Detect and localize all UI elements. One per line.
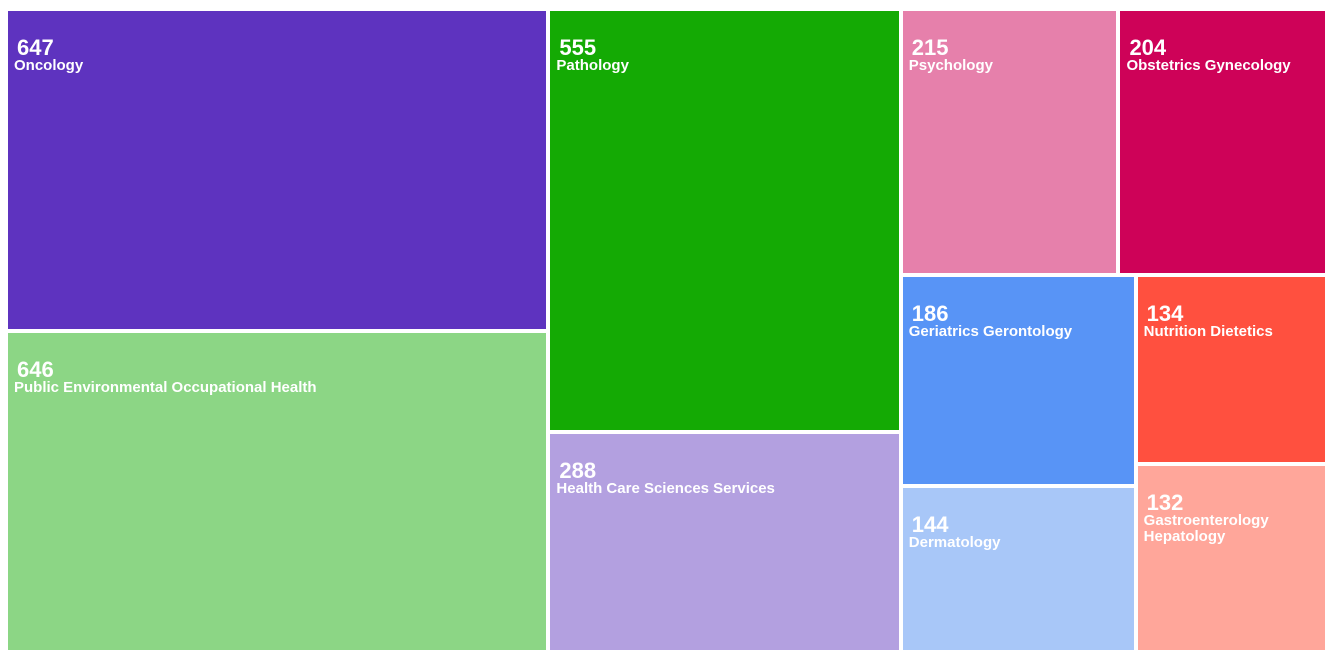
tile-label: Psychology xyxy=(908,57,993,74)
tile-label: Nutrition Dietetics xyxy=(1143,322,1273,340)
tile-geriatrics-gerontology: 186 Geriatrics Gerontology xyxy=(902,276,1134,485)
tile-value: 134 xyxy=(1146,300,1184,326)
tile-gastroenterology-hepatology: 132 Gastroenterology Hepatology xyxy=(1137,465,1325,650)
tile-pathology: 555 Pathology xyxy=(550,11,899,430)
tile-label: Obstetrics Gynecology xyxy=(1126,57,1291,74)
tile-nutrition-dietetics: 134 Nutrition Dietetics xyxy=(1137,276,1325,462)
tile-label: Dermatology xyxy=(908,534,1001,552)
tile-label: Gastroenterology Hepatology xyxy=(1143,511,1269,545)
tile-oncology: 647 Oncology xyxy=(8,11,547,329)
tile-label: Oncology xyxy=(14,57,84,74)
tile-value: 186 xyxy=(911,300,949,326)
tile-value: 144 xyxy=(911,512,949,538)
tile-value: 647 xyxy=(17,35,54,60)
tile-label: Geriatrics Gerontology xyxy=(908,322,1073,340)
tile-value: 288 xyxy=(559,457,597,483)
tile-label: Pathology xyxy=(556,57,629,74)
tile-psychology: 215 Psychology xyxy=(902,11,1117,273)
tile-value: 132 xyxy=(1146,489,1184,515)
tile-obstetrics-gynecology: 204 Obstetrics Gynecology xyxy=(1120,11,1325,273)
tile-dermatology: 144 Dermatology xyxy=(902,488,1134,650)
tile-value: 646 xyxy=(17,356,54,382)
tile-value: 555 xyxy=(559,35,597,60)
tile-public-environmental-occupational-health: 646 Public Environmental Occupational Hea… xyxy=(8,332,547,650)
tile-label: Public Environmental Occupational Health xyxy=(14,378,317,396)
tile-health-care-sciences-services: 288 Health Care Sciences Services xyxy=(550,433,899,650)
tile-label: Health Care Sciences Services xyxy=(556,479,775,497)
tile-value: 215 xyxy=(911,35,949,60)
tile-value: 204 xyxy=(1129,35,1167,60)
